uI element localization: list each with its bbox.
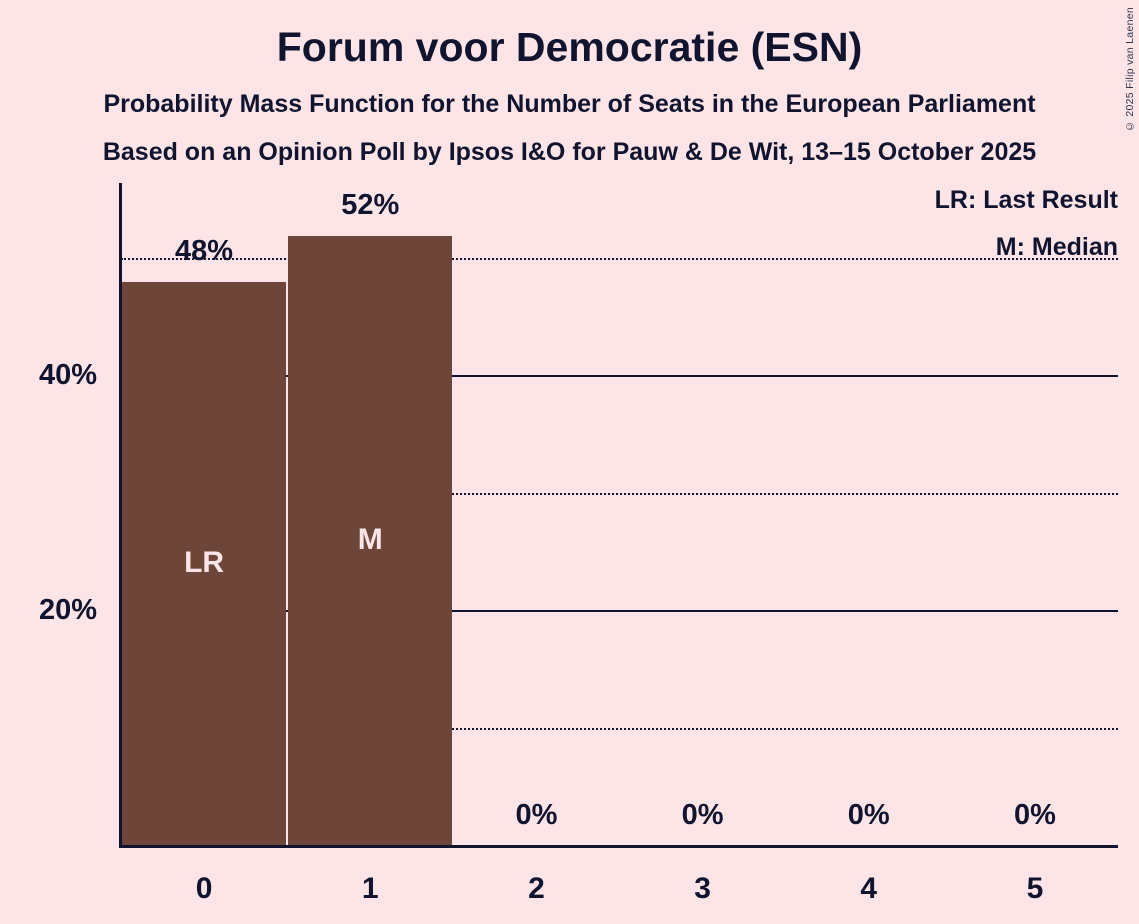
bar-value-label-5: 0% xyxy=(1013,799,1056,831)
minor-gridline-50pct xyxy=(121,258,1118,260)
bar-seats-0 xyxy=(122,282,287,846)
y-tick-label-40pct: 40% xyxy=(38,359,97,392)
major-gridline-40pct xyxy=(121,375,1118,378)
y-tick-label-20pct: 20% xyxy=(38,594,97,627)
x-tick-label-2: 2 xyxy=(528,872,545,905)
bar-seats-1 xyxy=(288,235,453,846)
chart-subtitle-2: Based on an Opinion Poll by Ipsos I&O fo… xyxy=(102,138,1037,166)
bar-value-label-3: 0% xyxy=(681,799,724,831)
minor-gridline-10pct xyxy=(121,727,1118,730)
x-tick-label-3: 3 xyxy=(694,872,711,905)
chart-subtitle-1: Probability Mass Function for the Number… xyxy=(103,90,1036,118)
x-tick-label-4: 4 xyxy=(860,872,878,905)
x-tick-label-1: 1 xyxy=(361,872,379,905)
bar-value-label-2: 0% xyxy=(515,799,558,831)
y-axis-line xyxy=(119,183,122,848)
bar-value-label-1: 52% xyxy=(341,188,400,221)
x-tick-label-0: 0 xyxy=(195,872,213,905)
minor-gridline-30pct xyxy=(121,492,1118,495)
x-tick-label-5: 5 xyxy=(1026,872,1044,905)
legend-median: M: Median xyxy=(995,233,1118,261)
bar-annotation-m: M xyxy=(357,522,383,556)
chart-title: Forum voor Democratie (ESN) xyxy=(276,24,863,70)
copyright-notice: © 2025 Filip van Laenen xyxy=(1124,7,1136,133)
legend-last-result: LR: Last Result xyxy=(934,186,1118,214)
bar-annotation-lr: LR xyxy=(184,546,225,580)
x-axis-line xyxy=(119,845,1118,848)
major-gridline-20pct xyxy=(121,610,1118,613)
bar-value-label-4: 0% xyxy=(847,799,890,831)
bar-value-label-0: 48% xyxy=(175,235,234,268)
